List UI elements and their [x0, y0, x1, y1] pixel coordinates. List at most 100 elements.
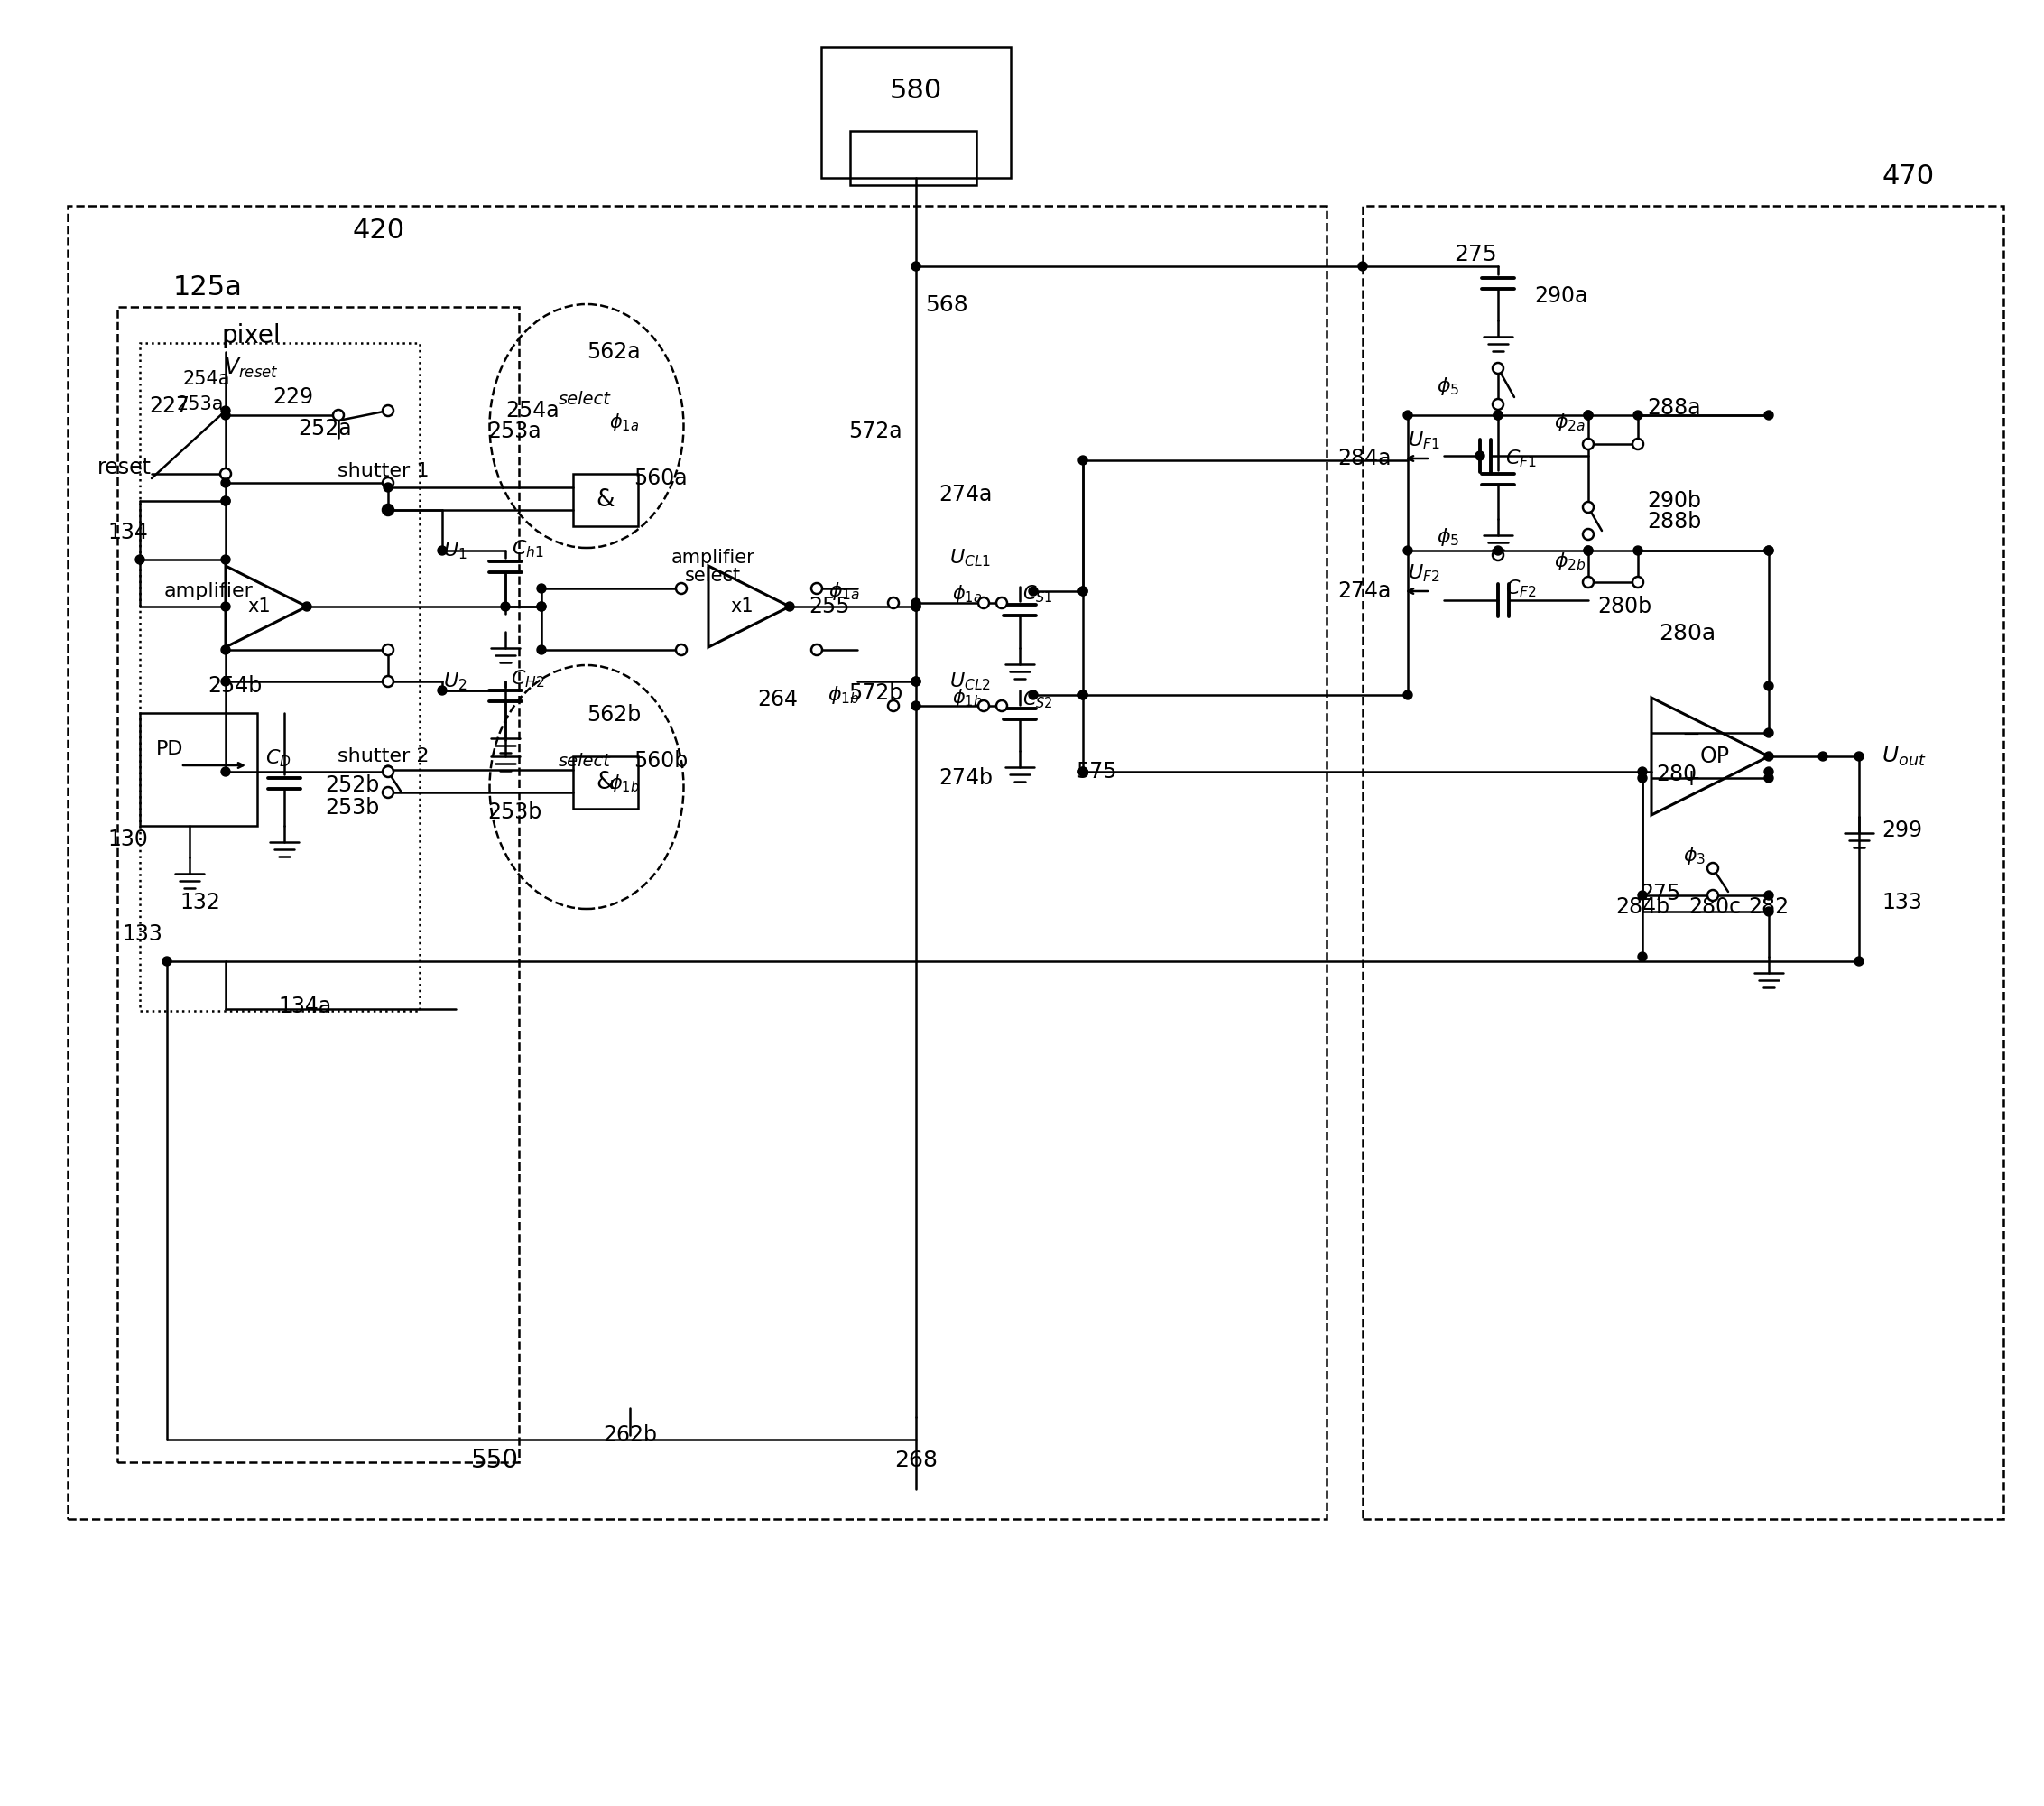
Circle shape — [1764, 545, 1774, 554]
Text: 132: 132 — [180, 892, 221, 914]
Text: 274a: 274a — [1339, 580, 1392, 601]
Text: 288a: 288a — [1647, 397, 1701, 419]
Text: 264: 264 — [758, 688, 799, 710]
Text: $C_{F1}$: $C_{F1}$ — [1504, 448, 1537, 470]
Circle shape — [1764, 907, 1774, 916]
Circle shape — [221, 554, 231, 563]
Text: 575: 575 — [1075, 760, 1116, 782]
Text: $\phi_5$: $\phi_5$ — [1437, 376, 1459, 397]
Circle shape — [912, 701, 920, 710]
Text: 262b: 262b — [603, 1425, 656, 1447]
Text: amplifier: amplifier — [670, 549, 754, 567]
Text: pixel: pixel — [221, 323, 280, 349]
Circle shape — [1492, 399, 1504, 410]
Text: $\phi_{1a}$: $\phi_{1a}$ — [609, 412, 640, 433]
Circle shape — [887, 701, 899, 712]
Circle shape — [811, 583, 822, 594]
Circle shape — [979, 598, 989, 609]
Bar — [572, 757, 638, 809]
Text: 254b: 254b — [206, 675, 262, 697]
Circle shape — [1494, 410, 1502, 419]
Circle shape — [1404, 410, 1412, 419]
Text: $U_{CL1}$: $U_{CL1}$ — [948, 547, 991, 569]
Text: $\phi_3$: $\phi_3$ — [1684, 845, 1707, 867]
Text: 550: 550 — [470, 1448, 519, 1474]
Circle shape — [1494, 410, 1502, 419]
Circle shape — [221, 497, 231, 506]
Circle shape — [384, 787, 392, 796]
Circle shape — [221, 677, 231, 686]
Text: 275: 275 — [1453, 244, 1496, 265]
Text: $U_{F2}$: $U_{F2}$ — [1408, 562, 1441, 583]
Circle shape — [437, 545, 448, 554]
Circle shape — [995, 598, 1008, 609]
Text: $\phi_{2b}$: $\phi_{2b}$ — [1553, 551, 1586, 573]
Circle shape — [1764, 545, 1774, 554]
Text: $C_{h1}$: $C_{h1}$ — [511, 538, 544, 560]
Text: OP: OP — [1701, 746, 1729, 768]
Circle shape — [912, 677, 920, 686]
Circle shape — [538, 583, 546, 592]
Text: select: select — [685, 567, 740, 585]
Text: $\phi_{1b}$: $\phi_{1b}$ — [609, 773, 640, 795]
Circle shape — [538, 601, 546, 610]
Circle shape — [1079, 690, 1087, 699]
Text: 274a: 274a — [938, 484, 993, 506]
Bar — [139, 713, 258, 825]
Circle shape — [912, 598, 920, 607]
Circle shape — [1764, 890, 1774, 899]
Circle shape — [382, 787, 392, 798]
Text: select: select — [558, 753, 611, 769]
Text: 252a: 252a — [298, 417, 352, 439]
Circle shape — [1584, 545, 1592, 554]
Circle shape — [1582, 529, 1594, 540]
Text: 420: 420 — [354, 217, 405, 244]
Text: 572b: 572b — [848, 683, 903, 704]
Circle shape — [1854, 751, 1864, 760]
Circle shape — [221, 479, 231, 488]
Text: 280: 280 — [1656, 764, 1697, 786]
Circle shape — [538, 601, 546, 610]
Circle shape — [995, 701, 1008, 712]
Circle shape — [538, 645, 546, 654]
Text: 130: 130 — [108, 829, 149, 851]
Bar — [850, 130, 977, 184]
Text: x1: x1 — [730, 598, 754, 616]
Text: 290b: 290b — [1647, 489, 1701, 511]
Circle shape — [677, 645, 687, 656]
Circle shape — [1079, 768, 1087, 777]
Text: $U_{CL2}$: $U_{CL2}$ — [948, 670, 991, 692]
Text: $C_{S1}$: $C_{S1}$ — [1022, 583, 1053, 605]
Circle shape — [382, 675, 392, 686]
Circle shape — [1028, 690, 1038, 699]
Text: $U_{out}$: $U_{out}$ — [1883, 744, 1925, 768]
Circle shape — [1079, 768, 1087, 777]
Circle shape — [382, 477, 392, 488]
Circle shape — [1584, 410, 1592, 419]
Circle shape — [1079, 455, 1087, 464]
Circle shape — [979, 701, 989, 712]
Text: 133: 133 — [1883, 892, 1921, 914]
Text: amplifier: amplifier — [164, 582, 253, 600]
Text: &: & — [597, 488, 615, 511]
Circle shape — [1404, 690, 1412, 699]
Bar — [67, 206, 1327, 1519]
Text: 282: 282 — [1748, 896, 1788, 917]
Bar — [117, 307, 519, 1463]
Circle shape — [1582, 502, 1594, 513]
Circle shape — [384, 506, 392, 515]
Circle shape — [1633, 576, 1643, 587]
Circle shape — [382, 504, 392, 515]
Circle shape — [1582, 439, 1594, 450]
Circle shape — [811, 645, 822, 656]
Circle shape — [135, 554, 145, 563]
Circle shape — [1764, 768, 1774, 777]
Text: 299: 299 — [1883, 820, 1921, 842]
Circle shape — [382, 645, 392, 656]
Text: $\phi_{1a}$: $\phi_{1a}$ — [828, 580, 861, 601]
Text: $C_{S2}$: $C_{S2}$ — [1022, 688, 1053, 710]
Text: 290a: 290a — [1535, 285, 1588, 307]
Text: 268: 268 — [895, 1450, 938, 1472]
Circle shape — [1764, 751, 1774, 760]
Circle shape — [677, 583, 687, 594]
